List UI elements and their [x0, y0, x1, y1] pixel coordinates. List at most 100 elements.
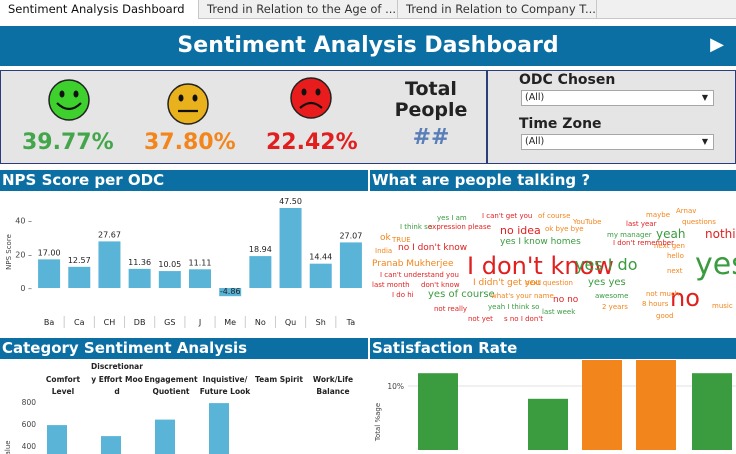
word-cloud-term[interactable]: not really [434, 305, 468, 313]
category-section-title: Category Sentiment Analysis [0, 338, 368, 359]
category-header-label: Balance [316, 387, 349, 396]
satisfaction-plot-area [408, 360, 736, 454]
word-cloud-term[interactable]: yes [695, 247, 736, 282]
category-header-label: d [114, 387, 119, 396]
timezone-select[interactable]: (All) ▼ [521, 134, 714, 150]
word-cloud-term[interactable]: no [670, 284, 700, 312]
word-cloud-term[interactable]: I do hi [392, 291, 414, 299]
satisfaction-bar-segment [692, 373, 732, 450]
word-cloud-term[interactable]: maybe [646, 211, 671, 219]
word-cloud-term[interactable]: I think so [400, 223, 433, 231]
nps-x-tick-label: Me [224, 318, 236, 327]
word-cloud-term[interactable]: yes I know homes [500, 237, 581, 247]
word-cloud-term[interactable]: 8 hours [642, 300, 669, 308]
word-cloud-term[interactable]: hello [667, 252, 684, 260]
category-header-label: Future Look [200, 387, 251, 396]
word-cloud-term[interactable]: next question [525, 279, 573, 287]
word-cloud-term[interactable]: ok [380, 233, 391, 243]
category-header-label: Team Spirit [255, 375, 303, 384]
word-cloud-term[interactable]: yeah [656, 227, 686, 241]
word-cloud-term[interactable]: I don't know [467, 252, 614, 280]
category-bar [101, 436, 121, 454]
header-banner: Sentiment Analysis Dashboard ▶ [0, 26, 736, 66]
page-title: Sentiment Analysis Dashboard [177, 33, 559, 58]
word-cloud-term[interactable]: not yet [468, 315, 493, 323]
word-cloud-term[interactable]: don't know [421, 281, 460, 289]
chevron-down-icon: ▼ [701, 93, 708, 102]
word-cloud-term[interactable]: good [656, 312, 674, 320]
word-cloud-term[interactable]: I don't remember [613, 239, 674, 247]
word-cloud-term[interactable]: TRUE [392, 236, 411, 244]
nps-data-label: 17.00 [38, 248, 61, 257]
word-cloud-term[interactable]: yeah I think so [488, 303, 540, 311]
word-cloud-term[interactable]: yes of course [428, 289, 495, 300]
word-cloud-term[interactable]: last month [372, 281, 410, 289]
word-cloud-term[interactable]: questions [682, 218, 716, 226]
word-cloud-term[interactable]: s no I don't [504, 315, 543, 323]
word-cloud-term[interactable]: no idea [500, 224, 541, 237]
nps-x-tick-label: GS [164, 318, 175, 327]
word-cloud-term[interactable]: ok bye bye [545, 225, 584, 233]
tab-trend-company[interactable]: Trend in Relation to Company T... [398, 0, 597, 19]
satisfaction-bar-segment [528, 398, 568, 450]
tab-trend-age[interactable]: Trend in Relation to the Age of ... [199, 0, 398, 19]
nps-bar [158, 271, 181, 288]
word-cloud-term[interactable]: not much [646, 290, 680, 298]
category-plot-area [36, 360, 368, 454]
category-header-label: Level [52, 387, 74, 396]
word-cloud-term[interactable]: awesome [595, 292, 629, 300]
kpi-panel: 39.77% 37.80% 22.42% Total People ## [0, 70, 487, 164]
word-cloud-term[interactable]: Arnav [676, 207, 697, 215]
word-cloud-term[interactable]: next [667, 267, 683, 275]
nps-y-axis-label: NPS Score [5, 234, 13, 270]
nps-data-label: 10.05 [158, 260, 181, 269]
word-cloud-term[interactable]: I can't get you [482, 212, 533, 220]
word-cloud-term[interactable]: yes yes [588, 277, 626, 288]
nps-x-tick-label: CH [104, 318, 116, 327]
word-cloud-term[interactable]: next gen [654, 242, 685, 250]
satisfaction-bar-segment [636, 360, 676, 450]
word-cloud-term[interactable]: expression please [428, 223, 491, 231]
happy-face-icon [48, 79, 90, 121]
nps-data-label: 11.36 [128, 258, 151, 267]
word-cloud-term[interactable]: India [375, 247, 393, 255]
category-bar [155, 419, 175, 454]
category-header-label: Quotient [152, 387, 189, 396]
word-cloud-term[interactable]: no no [553, 295, 579, 305]
word-cloud-term[interactable]: nothing [705, 227, 736, 241]
word-cloud-term[interactable]: I didn't get you [473, 278, 542, 288]
nps-bar [189, 269, 211, 288]
nps-bar [249, 256, 272, 288]
category-header-label: Inquistive/ [203, 375, 248, 384]
word-cloud-term[interactable]: yes I do [575, 255, 638, 274]
word-cloud-term[interactable]: no I don't know [398, 243, 468, 253]
word-cloud-term[interactable]: 2 years [602, 303, 628, 311]
odc-select[interactable]: (All) ▼ [521, 90, 714, 106]
next-arrow-icon[interactable]: ▶ [710, 34, 724, 55]
nps-x-tick-label: Qu [285, 318, 296, 327]
word-cloud-term[interactable]: YouTube [573, 218, 602, 226]
nps-bar [309, 263, 332, 288]
word-cloud-term[interactable]: music [712, 302, 733, 310]
nps-y-tick-label: 40 – [15, 217, 32, 226]
word-cloud-term[interactable]: of course [538, 212, 571, 220]
satisfaction-y-axis-label: Total %age [374, 403, 382, 442]
timezone-filter-label: Time Zone [519, 116, 602, 132]
word-cloud-term[interactable]: yes I am [437, 214, 467, 222]
talking-section-title: What are people talking ? [370, 170, 736, 191]
tab-sentiment-dashboard[interactable]: Sentiment Analysis Dashboard [0, 0, 199, 19]
nps-data-label: 12.57 [68, 256, 91, 265]
word-cloud-term[interactable]: last week [542, 308, 576, 316]
positive-percentage: 39.77% [22, 130, 114, 155]
word-cloud-term[interactable]: I can't understand you [380, 271, 459, 279]
nps-bar [68, 266, 91, 288]
nps-x-tick-label: No [255, 318, 266, 327]
word-cloud-term[interactable]: my manager [607, 231, 652, 239]
nps-data-label: 18.94 [249, 245, 272, 254]
word-cloud-term[interactable]: what's your name [491, 292, 554, 300]
nps-bar [219, 288, 242, 297]
word-cloud-term[interactable]: Pranab Mukherjee [372, 259, 454, 269]
word-cloud-term[interactable]: last year [626, 220, 657, 228]
nps-x-tick-label: Ca [74, 318, 85, 327]
